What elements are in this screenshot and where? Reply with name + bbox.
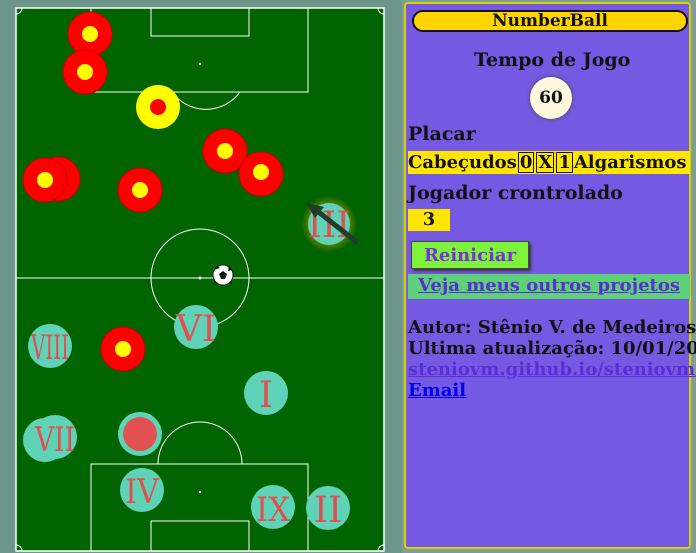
top-penalty-arc bbox=[171, 91, 241, 110]
corner-arc-tr bbox=[377, 7, 385, 15]
svg-text:IV: IV bbox=[125, 472, 160, 512]
author-site-link[interactable]: steniovm.github.io/steniovm/ bbox=[408, 359, 696, 380]
player-IX[interactable]: IX bbox=[251, 485, 295, 530]
score-separator: X bbox=[536, 152, 555, 173]
opponent-player-goalkeeper bbox=[136, 85, 180, 129]
author-text: Autor: Stênio V. de Medeiros bbox=[408, 317, 696, 338]
controlled-player-value: 3 bbox=[408, 209, 450, 231]
away-team-score: 1 bbox=[556, 152, 573, 173]
author-info: Autor: Stênio V. de Medeiros Ultima atua… bbox=[408, 317, 696, 401]
controlled-player-label: Jogador crontrolado bbox=[408, 182, 623, 204]
time-label: Tempo de Jogo bbox=[474, 49, 631, 71]
home-team-name: Cabeçudos bbox=[408, 152, 517, 173]
svg-text:IX: IX bbox=[256, 490, 291, 530]
soccer-ball-icon bbox=[212, 264, 234, 286]
restart-button[interactable]: Reiniciar bbox=[411, 241, 529, 269]
email-link[interactable]: Email bbox=[408, 380, 467, 401]
other-projects-link[interactable]: Veja meus outros projetos bbox=[408, 274, 690, 299]
opponent-player bbox=[67, 11, 113, 57]
player-VIII[interactable]: VIII bbox=[28, 324, 72, 368]
bottom-penalty-arc bbox=[157, 421, 243, 465]
center-spot bbox=[198, 276, 202, 280]
svg-text:VI: VI bbox=[175, 309, 216, 350]
opponent-player bbox=[238, 151, 284, 197]
side-panel: NumberBall Tempo de Jogo 60 Placar Cabeç… bbox=[404, 2, 696, 549]
player-goalkeeper[interactable] bbox=[118, 412, 162, 456]
score-label: Placar bbox=[408, 123, 476, 145]
player-VI[interactable]: VI bbox=[174, 305, 218, 350]
player-I[interactable]: I bbox=[244, 371, 288, 416]
soccer-field[interactable]: III VI VIII I VII bbox=[0, 0, 402, 553]
corner-arc-bl bbox=[15, 544, 23, 552]
home-team-score: 0 bbox=[517, 152, 535, 173]
svg-text:II: II bbox=[314, 490, 342, 531]
last-updated-text: Ultima atualização: 10/01/2023 bbox=[408, 338, 696, 359]
corner-arc-br bbox=[377, 544, 385, 552]
top-penalty-spot bbox=[198, 62, 202, 66]
top-goal-area bbox=[150, 7, 250, 37]
opponent-player bbox=[22, 157, 68, 203]
app-title: NumberBall bbox=[412, 10, 688, 32]
corner-arc-tl bbox=[15, 7, 23, 15]
svg-text:VIII: VIII bbox=[30, 328, 69, 368]
opponent-player bbox=[117, 167, 163, 213]
time-value: 60 bbox=[530, 77, 572, 119]
away-team-name: Algarismos bbox=[573, 152, 687, 173]
opponent-player bbox=[202, 128, 248, 174]
svg-text:I: I bbox=[259, 375, 273, 416]
opponent-player bbox=[100, 326, 146, 372]
svg-text:VII: VII bbox=[34, 420, 75, 460]
scoreboard: Cabeçudos 0 X 1 Algarismos bbox=[408, 151, 690, 174]
game-field-area: III VI VIII I VII bbox=[0, 0, 402, 553]
player-VII[interactable]: VII bbox=[33, 415, 77, 460]
opponent-player bbox=[62, 49, 108, 95]
player-II[interactable]: II bbox=[306, 486, 350, 531]
bottom-penalty-spot bbox=[198, 490, 202, 494]
player-IV[interactable]: IV bbox=[120, 468, 164, 512]
direction-arrow-icon bbox=[306, 203, 360, 245]
bottom-goal-area bbox=[150, 520, 250, 552]
